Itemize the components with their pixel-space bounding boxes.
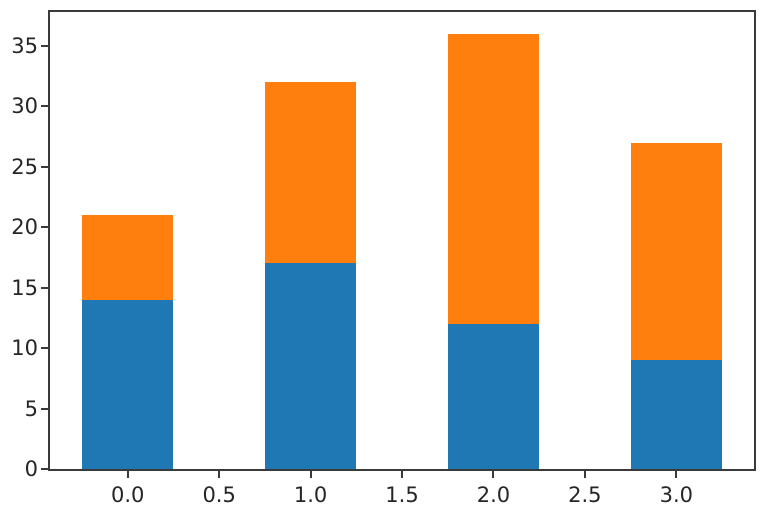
y-tick-mark [41, 407, 48, 410]
y-tick-label: 5 [24, 396, 38, 421]
y-tick-label: 20 [11, 215, 38, 240]
bar-segment-top-series-x2 [447, 33, 540, 324]
x-tick-mark [218, 471, 221, 478]
x-tick-label: 0.0 [111, 483, 145, 507]
bar-segment-bottom-series-x3 [630, 360, 722, 469]
y-tick-label: 0 [24, 457, 38, 481]
plot-area [48, 10, 756, 471]
x-tick-mark [492, 471, 495, 478]
bar-segment-top-series-x3 [630, 142, 722, 361]
bar-segment-bottom-series-x2 [447, 323, 540, 469]
x-tick-label: 1.0 [293, 483, 328, 507]
y-tick-label: 25 [11, 154, 38, 179]
bar-segment-top-series-x1 [264, 82, 357, 264]
bar-segment-top-series-x0 [82, 215, 174, 300]
y-tick-label: 15 [11, 275, 38, 300]
y-tick-mark [41, 468, 48, 470]
x-tick-mark [401, 471, 403, 478]
x-tick-mark [309, 471, 312, 478]
bar-segment-bottom-series-x1 [264, 263, 357, 469]
y-tick-mark [41, 165, 48, 168]
y-tick-mark [41, 286, 48, 289]
bar-segment-bottom-series-x0 [82, 299, 174, 469]
x-tick-mark [675, 471, 678, 478]
y-tick-mark [41, 105, 48, 108]
x-tick-label: 2.5 [568, 483, 602, 507]
x-tick-label: 0.5 [202, 483, 236, 507]
x-tick-mark [126, 471, 129, 478]
y-tick-mark [41, 44, 48, 47]
x-tick-label: 3.0 [659, 483, 693, 507]
y-tick-label: 30 [11, 94, 38, 119]
x-tick-label: 2.0 [476, 483, 511, 507]
y-tick-mark [41, 347, 48, 350]
x-tick-mark [583, 471, 586, 478]
y-tick-mark [41, 226, 48, 229]
x-tick-label: 1.5 [385, 483, 419, 507]
y-tick-label: 10 [11, 336, 38, 361]
y-tick-label: 35 [11, 33, 38, 58]
